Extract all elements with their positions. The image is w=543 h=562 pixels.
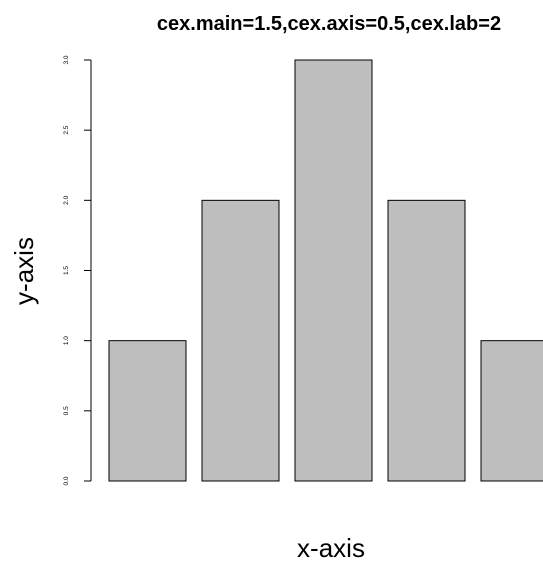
y-tick-label: 3.0 xyxy=(63,55,70,64)
bar xyxy=(387,199,466,482)
y-tick-label: 0.0 xyxy=(63,476,70,485)
y-tick-label: 1.5 xyxy=(63,266,70,275)
y-axis: 0.0 0.5 1.0 1.5 2.0 2.5 3.0 xyxy=(63,55,92,486)
bar xyxy=(201,199,280,482)
bar xyxy=(294,59,373,482)
y-tick-label: 2.0 xyxy=(63,195,70,204)
y-tick-label: 2.5 xyxy=(63,125,70,134)
y-tick-label: 0.5 xyxy=(63,406,70,415)
y-tick-label: 1.0 xyxy=(63,336,70,345)
bar xyxy=(108,340,187,482)
x-axis-label: x-axis xyxy=(297,533,365,562)
bars-group xyxy=(108,59,543,482)
y-axis-label: y-axis xyxy=(9,237,39,305)
chart-title: cex.main=1.5,cex.axis=0.5,cex.lab=2 xyxy=(157,13,501,35)
bar xyxy=(480,340,543,482)
y-axis-ticks: 0.0 0.5 1.0 1.5 2.0 2.5 3.0 xyxy=(63,55,91,486)
